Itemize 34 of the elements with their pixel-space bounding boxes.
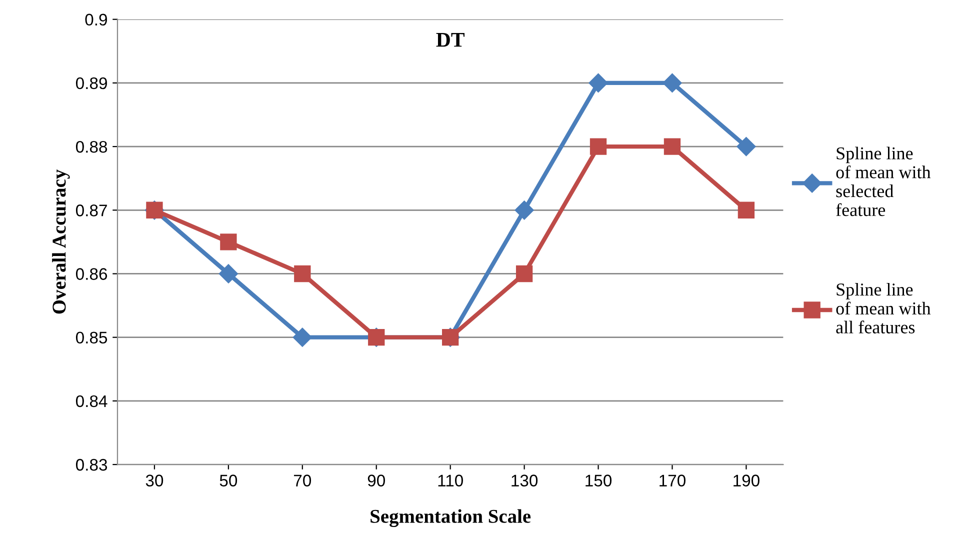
legend-label: Spline line of mean with selected feature xyxy=(836,146,931,216)
x-tick-label: 150 xyxy=(586,474,612,486)
point xyxy=(662,73,682,92)
y-tick-label: 0.83 xyxy=(76,458,108,471)
point xyxy=(590,138,607,155)
legend-label: Spline line of mean with all features xyxy=(836,282,931,334)
point xyxy=(738,202,755,218)
y-tick-label: 0.86 xyxy=(76,268,108,280)
x-tick-label: 170 xyxy=(660,474,686,486)
y-tick-label: 0.9 xyxy=(85,14,107,26)
chart-title: DT xyxy=(436,32,464,47)
point xyxy=(664,138,681,155)
x-tick-label: 110 xyxy=(438,474,463,486)
y-tick-label: 0.85 xyxy=(76,332,108,344)
y-tick-label: 0.87 xyxy=(76,204,107,216)
point xyxy=(736,137,756,156)
x-tick-label: 190 xyxy=(734,474,760,486)
y-tick-label: 0.84 xyxy=(76,395,108,408)
x-axis-title: Segmentation Scale xyxy=(370,509,531,528)
y-axis-title: Overall Accuracy xyxy=(52,170,70,314)
x-tick-label: 90 xyxy=(368,474,385,486)
point xyxy=(516,265,533,282)
x-tick-label: 70 xyxy=(294,474,312,486)
point xyxy=(588,73,608,92)
x-tick-label: 30 xyxy=(146,474,164,486)
point xyxy=(294,265,311,282)
x-tick-label: 50 xyxy=(220,474,238,486)
point xyxy=(218,264,238,284)
point xyxy=(292,328,312,347)
y-tick-label: 0.88 xyxy=(76,140,108,153)
y-tick-label: 0.89 xyxy=(76,77,107,90)
point xyxy=(220,234,237,250)
x-tick-label: 130 xyxy=(512,474,538,486)
point xyxy=(514,200,534,220)
